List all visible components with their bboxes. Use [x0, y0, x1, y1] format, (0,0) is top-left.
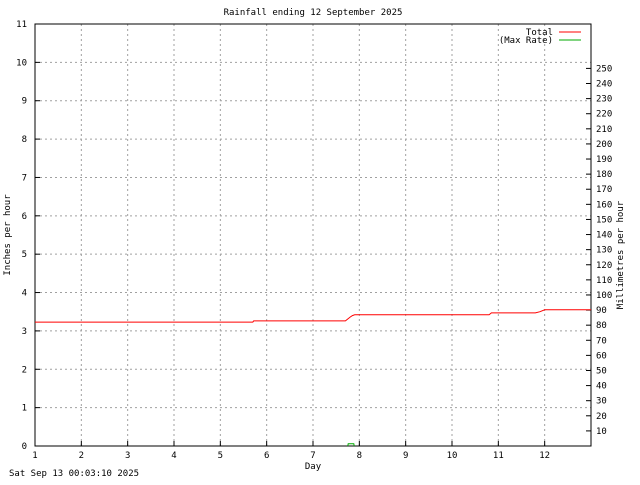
y2-tick-label: 150: [596, 215, 612, 225]
footer-timestamp: Sat Sep 13 00:03:10 2025: [9, 469, 140, 479]
x-tick-label: 1: [32, 451, 37, 461]
y-tick-label: 0: [22, 442, 27, 452]
y-tick-label: 11: [16, 20, 27, 30]
x-tick-label: 8: [357, 451, 362, 461]
y-tick-label: 6: [22, 212, 27, 222]
x-tick-label: 9: [403, 451, 408, 461]
y2-tick-label: 220: [596, 110, 612, 120]
y2-tick-label: 140: [596, 231, 612, 241]
y2-tick-label: 230: [596, 95, 612, 105]
y2-tick-label: 90: [596, 306, 607, 316]
y2-tick-label: 170: [596, 185, 612, 195]
x-axis-label: Day: [305, 462, 322, 472]
y-tick-label: 5: [22, 250, 27, 260]
y-tick-label: 4: [22, 289, 27, 299]
x-tick-label: 7: [310, 451, 315, 461]
y2-tick-label: 190: [596, 155, 612, 165]
y2-tick-label: 160: [596, 200, 612, 210]
y-tick-label: 2: [22, 365, 27, 375]
x-tick-label: 11: [493, 451, 504, 461]
y2-tick-label: 210: [596, 125, 612, 135]
y2-ticks: 10 20 30 40 50 60 70 80 90 100 110 120 130 140 150 160 1…: [586, 64, 612, 437]
y2-tick-label: 240: [596, 80, 612, 90]
y2-axis-label: Millimetres per hour: [616, 200, 626, 309]
x-tick-label: 6: [264, 451, 269, 461]
grid-lines: [35, 24, 591, 446]
x-tick-label: 12: [539, 451, 550, 461]
y2-tick-label: 30: [596, 397, 607, 407]
y2-tick-label: 10: [596, 427, 607, 437]
y2-tick-label: 50: [596, 366, 607, 376]
y-ticks: 0 1 2 3 4 5 6 7 8 9 10 11: [16, 20, 40, 452]
y-tick-label: 9: [22, 97, 27, 107]
y2-tick-label: 20: [596, 412, 607, 422]
y-axis-label: Inches per hour: [3, 194, 13, 276]
y2-tick-label: 60: [596, 351, 607, 361]
y2-tick-label: 200: [596, 140, 612, 150]
x-tick-label: 2: [79, 451, 84, 461]
y2-tick-label: 110: [596, 276, 612, 286]
y2-tick-label: 70: [596, 336, 607, 346]
x-tick-label: 5: [218, 451, 223, 461]
y-tick-label: 1: [22, 404, 27, 414]
legend-label: (Max Rate): [499, 36, 553, 46]
chart-title: Rainfall ending 12 September 2025: [224, 8, 403, 18]
legend-label: Total: [526, 28, 553, 38]
x-tick-label: 3: [125, 451, 130, 461]
y2-tick-label: 250: [596, 64, 612, 74]
x-ticks: 1 2 3 4 5 6 7 8 9 10 11 12: [32, 441, 550, 461]
legend: Total(Max Rate): [499, 28, 581, 46]
y2-tick-label: 80: [596, 321, 607, 331]
series-lines: [35, 309, 591, 447]
y-tick-label: 3: [22, 327, 27, 337]
y2-tick-label: 100: [596, 291, 612, 301]
y-tick-label: 7: [22, 173, 27, 183]
y2-tick-label: 180: [596, 170, 612, 180]
x-tick-label: 10: [447, 451, 458, 461]
y2-tick-label: 40: [596, 382, 607, 392]
x-tick-label: 4: [171, 451, 176, 461]
series-line: [35, 309, 591, 323]
y2-tick-label: 120: [596, 261, 612, 271]
series-line: [347, 443, 355, 447]
y-tick-label: 8: [22, 135, 27, 145]
y2-tick-label: 130: [596, 246, 612, 256]
y-tick-label: 10: [16, 58, 27, 68]
